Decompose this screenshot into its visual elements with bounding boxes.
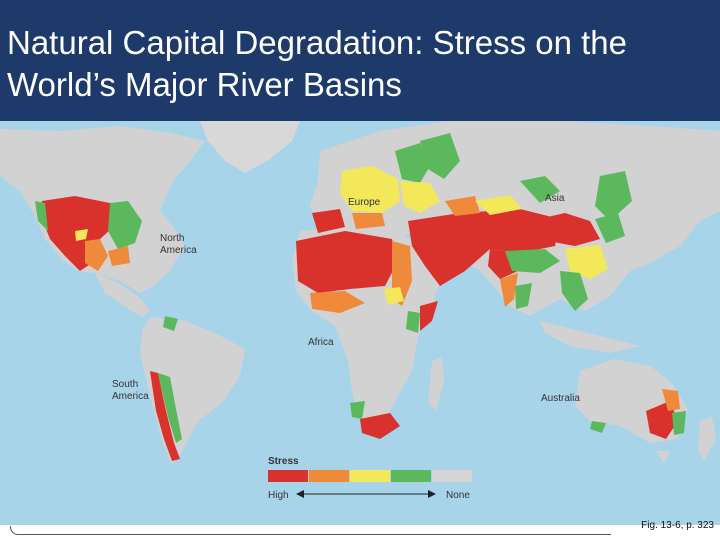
basin-europe-central [340,166,400,213]
basin-asia-se-green [560,271,588,311]
basin-europe-iberia [312,209,345,233]
title-bar: Natural Capital Degradation: Stress on t… [0,0,720,121]
basin-na-colorado [85,239,108,271]
legend-title: Stress [268,456,299,467]
basin-na-gulf [108,246,130,266]
basin-europe-north [395,143,430,183]
legend-swatch-moderately-high [309,470,349,482]
legend-swatch-none [432,470,472,482]
landmass-greenland [200,121,300,173]
basin-sa-andes [158,373,182,443]
basin-europe-south [352,213,385,229]
legend-arrow-right [428,490,436,498]
legend-swatch-moderate [350,470,390,482]
legend-low-end-label: High [268,490,289,501]
label-asia: Asia [545,193,565,204]
label-south-america-line2: America [112,391,149,402]
slide-title: Natural Capital Degradation: Stress on t… [7,24,628,103]
basin-sa-north [163,316,178,331]
label-australia: Australia [541,393,580,404]
basin-africa-south [360,413,400,439]
legend-arrow-left [296,490,304,498]
basin-australia-sw [590,421,606,433]
landmass-tasmania [655,451,670,463]
basin-africa-sahel [310,291,365,313]
landmass-indonesia [540,321,640,353]
landmass-new-zealand [698,417,716,461]
legend: Stress High None [268,456,472,501]
legend-swatch-high [268,470,308,482]
label-north-america-line1: North [160,233,184,244]
basin-africa-east [406,311,420,333]
legend-high-end-label: None [446,490,470,501]
basin-africa-horn [420,301,438,331]
basin-asia-se-yellow [565,245,608,279]
basin-asia-yangtze [595,213,625,243]
basin-asia-ganges [505,249,560,273]
basin-na-east [35,201,48,231]
landmass-madagascar [428,357,444,411]
basin-asia-east-coast [595,171,632,221]
label-africa: Africa [308,337,334,348]
basin-asia-india-orange [500,273,518,307]
basin-na-mississippi [108,201,142,249]
basin-europe-volga [420,133,460,179]
basin-asia-india-south [515,283,532,309]
basin-australia-green [672,411,686,435]
world-map: North America South America Europe Asia … [0,121,720,525]
legend-swatch-low [391,470,431,482]
figure-caption: Fig. 13-6, p. 323 [641,520,714,531]
basin-asia-central-yellow [475,195,522,215]
label-south-america-line1: South [112,379,138,390]
basin-africa-lake [384,287,404,305]
basin-australia-east [662,389,680,411]
basin-africa-south-green [350,401,365,419]
label-europe: Europe [348,197,381,208]
label-north-america-line2: America [160,245,197,256]
map-svg: North America South America Europe Asia … [0,121,720,525]
basin-na-yellow [75,229,88,241]
basin-asia-north-china [530,213,600,246]
basin-europe-east [400,181,440,213]
basin-sa-chile [150,371,180,461]
basin-africa-sahara [296,231,398,293]
basin-asia-middle-east [408,209,560,286]
landmass-central-america [95,273,150,317]
basin-asia-siberia [520,176,560,203]
bottom-rule [10,526,611,535]
basin-asia-central-orange [445,196,480,216]
